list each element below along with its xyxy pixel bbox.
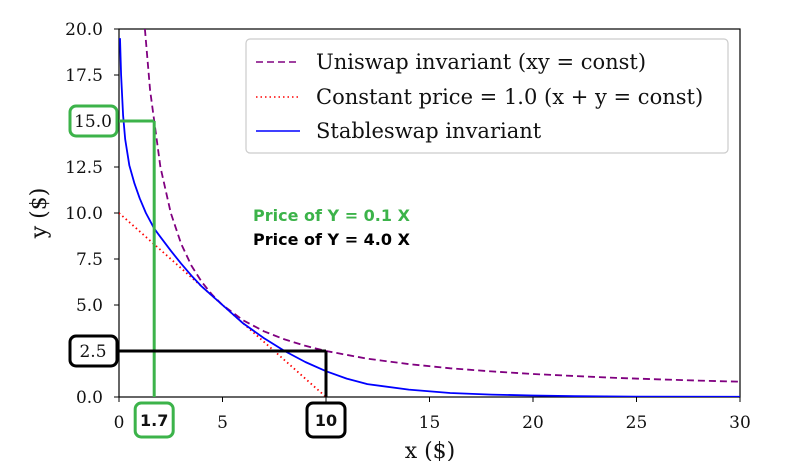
x-tick-label: 0 bbox=[114, 413, 125, 433]
annotation-price-green: Price of Y = 0.1 X bbox=[253, 206, 411, 225]
y-tick-label: 12.5 bbox=[65, 158, 103, 178]
series-line-uniswap bbox=[144, 29, 740, 383]
highlight-black-y-label-box bbox=[68, 334, 119, 368]
y-tick-label: 5.0 bbox=[76, 296, 103, 316]
y-tick-label: 7.5 bbox=[76, 250, 103, 270]
y-axis-label: y ($) bbox=[27, 188, 52, 240]
annotation-price-black: Price of Y = 4.0 X bbox=[253, 230, 411, 249]
legend-box bbox=[245, 38, 729, 154]
legend-label-uniswap: Uniswap invariant (xy = const) bbox=[316, 50, 646, 74]
y-tick-label: 17.5 bbox=[65, 66, 103, 86]
legend-label-stableswap: Stableswap invariant bbox=[316, 119, 542, 143]
x-tick-label: 30 bbox=[729, 413, 751, 433]
x-axis-label: x ($) bbox=[405, 439, 456, 461]
legend: Uniswap invariant (xy = const) Constant … bbox=[245, 38, 729, 154]
series-line-stableswap bbox=[119, 38, 740, 397]
highlight-black-x-label-box bbox=[305, 401, 347, 439]
x-tick-label: 20 bbox=[522, 413, 544, 433]
highlight-green-y-label: 15.0 bbox=[74, 112, 112, 132]
highlight-green-x-label-box bbox=[133, 401, 175, 439]
highlight-black-x-label: 10 bbox=[315, 411, 337, 430]
highlight-markers: 15.0 1.7 2.5 10 bbox=[68, 104, 347, 439]
x-tick-label: 5 bbox=[217, 413, 228, 433]
highlight-green-x-label: 1.7 bbox=[140, 411, 168, 430]
y-tick-label: 0.0 bbox=[76, 388, 103, 408]
highlight-green-y-label-box bbox=[68, 104, 119, 138]
highlight-black-y-label: 2.5 bbox=[79, 342, 106, 362]
legend-label-constant-price: Constant price = 1.0 (x + y = const) bbox=[316, 85, 703, 109]
y-tick-label: 10.0 bbox=[65, 204, 103, 224]
x-tick-label: 15 bbox=[419, 413, 441, 433]
x-axis-ticks: 0 5 15 20 25 30 bbox=[114, 397, 751, 433]
x-tick-label: 25 bbox=[626, 413, 648, 433]
y-tick-label: 20.0 bbox=[65, 20, 103, 40]
